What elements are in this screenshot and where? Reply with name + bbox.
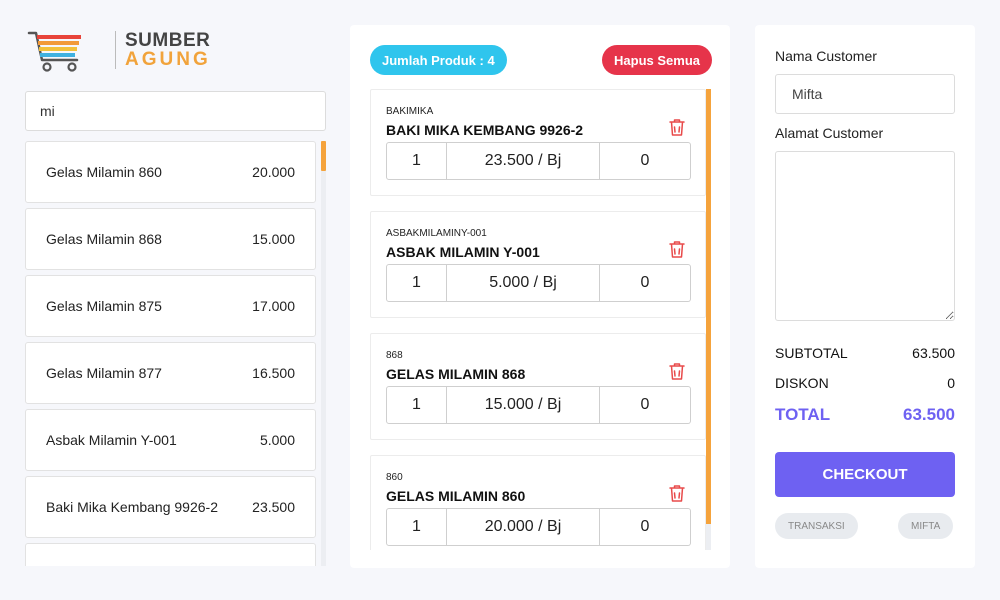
product-price: 15.000 [252,231,295,247]
cart-scrollbar[interactable] [706,89,711,550]
product-item[interactable]: Baki Mika Kembang 9926-2 23.500 [25,476,316,538]
transactions-chip[interactable]: TRANSAKSI [775,513,858,539]
product-name: Gelas Milamin 868 [46,231,162,247]
product-item[interactable] [25,543,316,566]
product-name: Gelas Milamin 860 [46,164,162,180]
product-price: 5.000 [259,432,295,448]
product-name: Gelas Milamin 877 [46,365,162,381]
product-price: 20.000 [252,164,295,180]
cart-item: BAKIMIKA BAKI MIKA KEMBANG 9926-2 1 23.5… [370,89,706,196]
quantity-field[interactable]: 1 [386,386,447,424]
discount-field[interactable]: 0 [600,386,691,424]
cart-item-code: 860 [386,472,403,483]
product-item[interactable]: Gelas Milamin 868 15.000 [25,208,316,270]
unit-price-field[interactable]: 15.000 / Bj [447,386,600,424]
customer-name-input[interactable] [775,74,955,114]
subtotal-row: SUBTOTAL 63.500 [775,345,955,361]
cart-item-list: BAKIMIKA BAKI MIKA KEMBANG 9926-2 1 23.5… [370,89,711,550]
discount-field[interactable]: 0 [600,142,691,180]
cart-item-code: BAKIMIKA [386,106,434,117]
cart-panel: Jumlah Produk : 4 Hapus Semua BAKIMIKA B… [350,25,730,568]
total-row: TOTAL 63.500 [775,405,955,425]
product-name: Asbak Milamin Y-001 [46,432,177,448]
user-chip[interactable]: MIFTA [898,513,954,539]
cart-item-name: GELAS MILAMIN 868 [386,366,526,382]
trash-icon[interactable] [668,361,686,381]
cart-item: 868 GELAS MILAMIN 868 1 15.000 / Bj 0 [370,333,706,440]
search-input[interactable] [25,91,326,131]
customer-address-label: Alamat Customer [775,125,884,141]
subtotal-label: SUBTOTAL [775,345,848,361]
customer-address-input[interactable] [775,151,955,321]
trash-icon[interactable] [668,239,686,259]
clear-all-button[interactable]: Hapus Semua [602,45,712,75]
discount-label: DISKON [775,375,829,391]
cart-item-code: 868 [386,350,403,361]
shopping-cart-icon [27,31,81,72]
product-name: Gelas Milamin 875 [46,298,162,314]
brand-logo: SUMBER AGUNG [27,27,210,73]
quantity-field[interactable]: 1 [386,264,447,302]
quantity-field[interactable]: 1 [386,142,447,180]
cart-item-code: ASBAKMILAMINY-001 [386,228,487,239]
cart-item: ASBAKMILAMINY-001 ASBAK MILAMIN Y-001 1 … [370,211,706,318]
discount-value: 0 [947,375,955,391]
product-list: Gelas Milamin 860 20.000 Gelas Milamin 8… [25,141,326,566]
total-value: 63.500 [903,405,955,424]
brand-name-line2: AGUNG [125,49,211,70]
customer-panel: Nama Customer Alamat Customer SUBTOTAL 6… [755,25,975,568]
product-count-badge: Jumlah Produk : 4 [370,45,507,75]
customer-name-label: Nama Customer [775,48,877,64]
product-item[interactable]: Gelas Milamin 875 17.000 [25,275,316,337]
unit-price-field[interactable]: 23.500 / Bj [447,142,600,180]
unit-price-field[interactable]: 20.000 / Bj [447,508,600,546]
product-item[interactable]: Gelas Milamin 877 16.500 [25,342,316,404]
unit-price-field[interactable]: 5.000 / Bj [447,264,600,302]
product-list-scroll-thumb[interactable] [321,141,326,171]
cart-item-name: GELAS MILAMIN 860 [386,488,526,504]
product-item[interactable]: Gelas Milamin 860 20.000 [25,141,316,203]
trash-icon[interactable] [668,117,686,137]
subtotal-value: 63.500 [912,345,955,361]
cart-item-name: BAKI MIKA KEMBANG 9926-2 [386,122,584,138]
product-price: 16.500 [252,365,295,381]
product-name: Baki Mika Kembang 9926-2 [46,499,218,515]
product-price: 17.000 [252,298,295,314]
quantity-field[interactable]: 1 [386,508,447,546]
checkout-button[interactable]: CHECKOUT [775,452,955,497]
discount-row: DISKON 0 [775,375,955,391]
product-item[interactable]: Asbak Milamin Y-001 5.000 [25,409,316,471]
discount-field[interactable]: 0 [600,264,691,302]
total-label: TOTAL [775,405,831,424]
product-list-scrollbar[interactable] [321,141,326,566]
discount-field[interactable]: 0 [600,508,691,546]
brand-name-line1: SUMBER [125,30,211,51]
trash-icon[interactable] [668,483,686,503]
logo-divider [115,31,116,69]
cart-item-name: ASBAK MILAMIN Y-001 [386,244,540,260]
cart-scroll-thumb[interactable] [706,89,711,524]
product-price: 23.500 [252,499,295,515]
cart-item: 860 GELAS MILAMIN 860 1 20.000 / Bj 0 [370,455,706,550]
